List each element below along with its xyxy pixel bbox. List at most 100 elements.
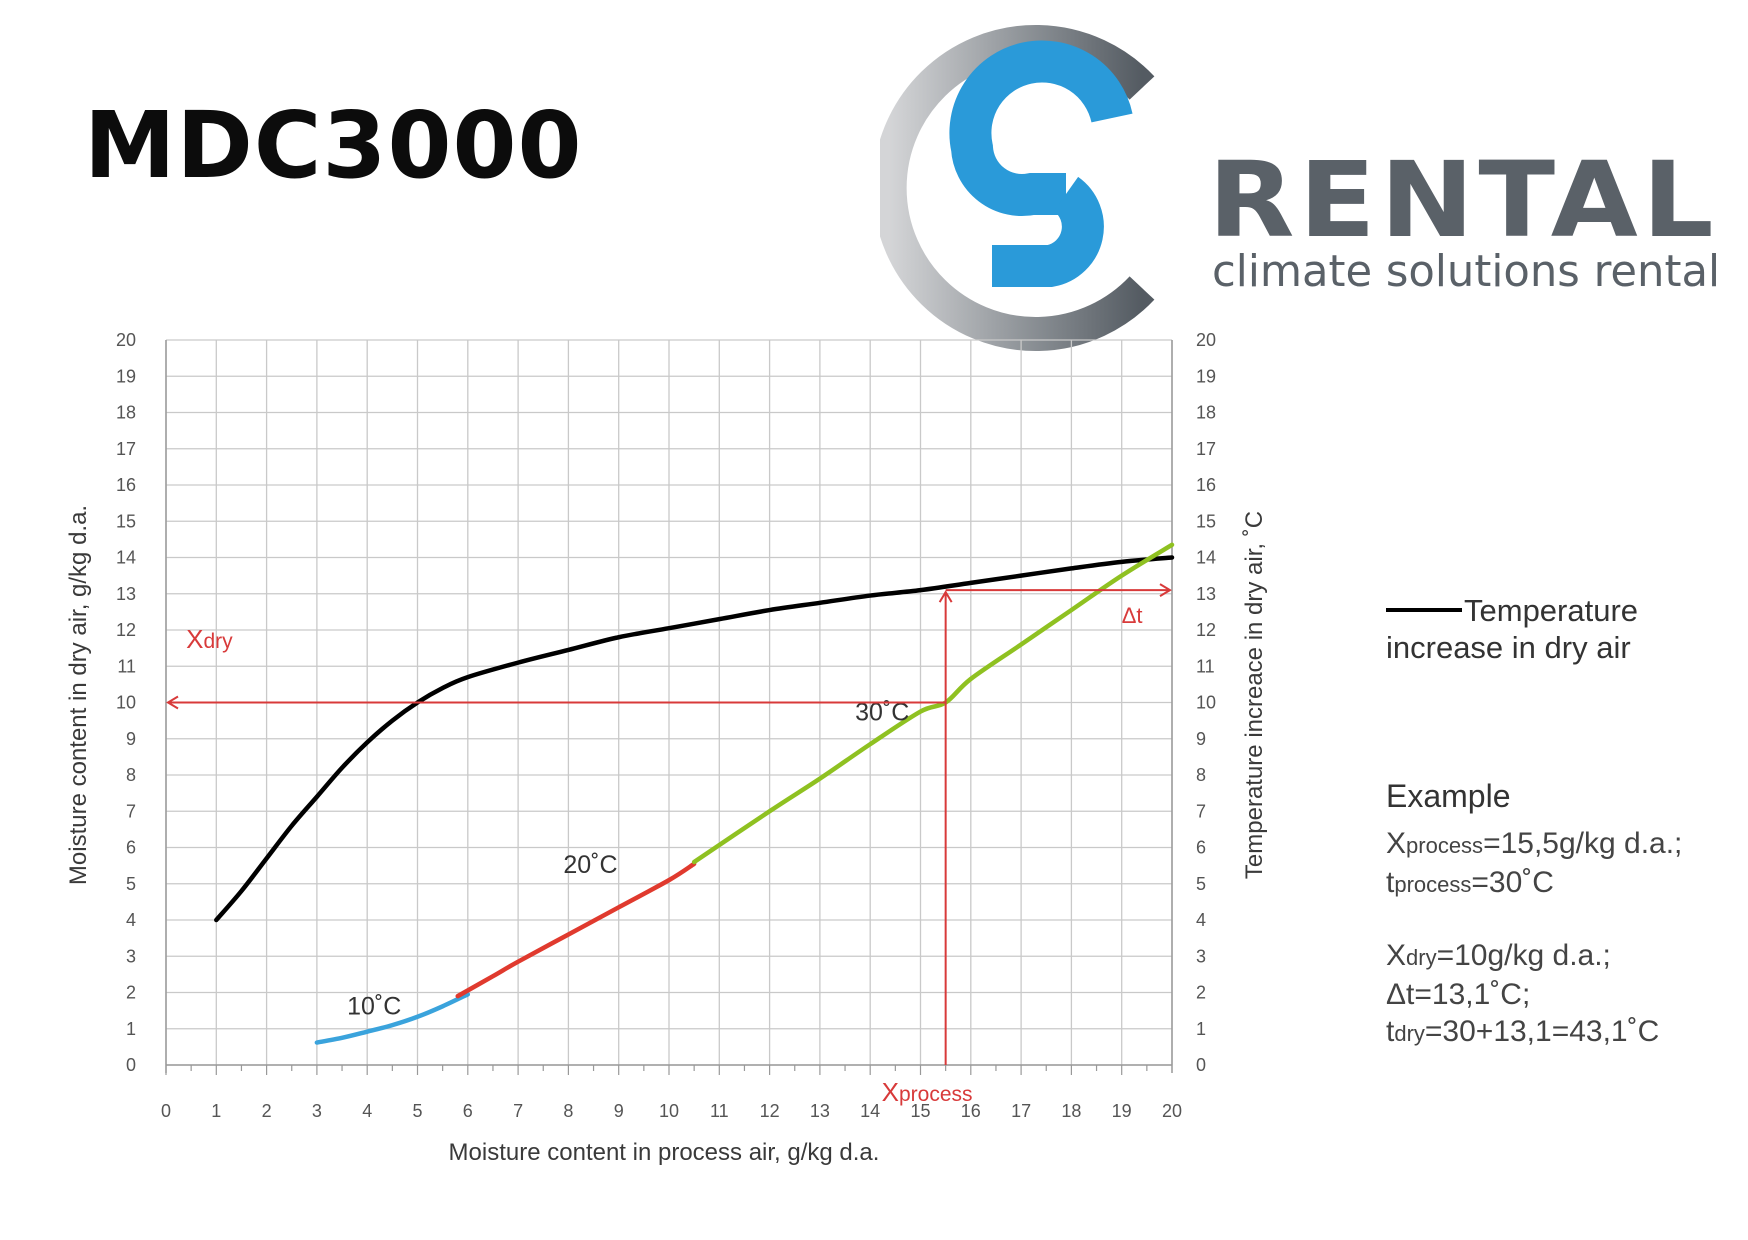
y2-tick-label: 18 [1196,403,1216,423]
y-tick-label: 12 [116,620,136,640]
x-tick-label: 18 [1061,1101,1081,1121]
y2-tick-label: 17 [1196,439,1216,459]
x-tick-label: 19 [1112,1101,1132,1121]
example-subscript: process [1394,872,1472,897]
y-tick-label: 1 [126,1019,136,1039]
logo-tagline-text: climate solutions rental [1212,246,1720,297]
company-logo: RENTAL climate solutions rental [880,25,1720,351]
y-tick-label: 13 [116,584,136,604]
y-axis-title: Moisture content in dry air, g/kg d.a. [65,505,92,885]
logo-s-mark [949,40,1133,287]
y-tick-label: 14 [116,548,136,568]
x-tick-label: 2 [262,1101,272,1121]
y-tick-label: 7 [126,801,136,821]
y2-tick-label: 12 [1196,620,1216,640]
legend-line-swatch [1386,607,1462,612]
y-tick-label: 16 [116,475,136,495]
x-tick-label: 10 [659,1101,679,1121]
example-symbol: X [1386,827,1407,860]
x-tick-label: 7 [513,1101,523,1121]
logo-brand-text: RENTAL [1208,139,1718,261]
y-tick-label: 15 [116,511,136,531]
x-tick-label: 0 [161,1101,171,1121]
example-panel: Example Xprocess=15,5g/kg d.a.; tprocess=… [1386,778,1682,1052]
example-subscript: dry [1406,945,1437,970]
example-value: =15,5g/kg d.a.; [1483,827,1683,860]
x-axis-title: Moisture content in process air, g/kg d.… [449,1139,880,1166]
example-line: tdry=30+13,1=43,1˚C [1386,1013,1682,1052]
example-line: Xdry=10g/kg d.a.; [1386,937,1682,976]
y2-tick-label: 4 [1196,910,1206,930]
y2-tick-label: 6 [1196,838,1206,858]
x-tick-label: 12 [760,1101,780,1121]
series-line-0 [214,555,1175,923]
curve-label-0: 10˚C [347,992,401,1020]
example-heading: Example [1386,778,1511,814]
legend-entry-temperature: Temperature [1386,592,1638,629]
legend-label-line2: increase in dry air [1386,630,1631,665]
x-tick-label: 9 [614,1101,624,1121]
x-tick-label: 15 [910,1101,930,1121]
y-tick-label: 10 [116,693,136,713]
x-tick-label: 13 [810,1101,830,1121]
y-tick-label: 0 [126,1055,136,1075]
y-tick-label: 5 [126,874,136,894]
page-title: MDC3000 [84,92,583,199]
x-tick-label: 16 [961,1101,981,1121]
example-line: tprocess=30˚C [1386,864,1682,903]
y-tick-label: 4 [126,910,136,930]
curve-label-1: 20˚C [563,851,617,879]
example-value: =30˚C [1471,866,1554,899]
chart-legend: Temperature increase in dry air [1386,592,1638,666]
y2-tick-label: 2 [1196,983,1206,1003]
y-tick-label: 18 [116,403,136,423]
x-tick-label: 11 [710,1101,729,1121]
y-tick-label: 17 [116,439,136,459]
x-tick-label: 14 [860,1101,880,1121]
y2-tick-label: 0 [1196,1055,1206,1075]
y2-tick-label: 10 [1196,693,1216,713]
example-gap [1386,903,1682,937]
y2-tick-label: 16 [1196,475,1216,495]
example-symbol: t [1386,1015,1395,1048]
legend-label-line1: Temperature [1464,593,1639,628]
x-tick-label: 6 [463,1101,473,1121]
series [214,542,1175,1045]
x-tick-label: 20 [1162,1101,1182,1121]
example-value: =30+13,1=43,1˚C [1424,1015,1660,1048]
y-tick-label: 2 [126,983,136,1003]
series-line-2 [455,861,697,999]
y2-tick-label: 14 [1196,548,1216,568]
y-tick-label: 9 [126,729,136,749]
series-line-1 [314,992,471,1045]
x-tick-label: 17 [1011,1101,1031,1121]
x-tick-label: 3 [312,1101,322,1121]
example-lines: Xprocess=15,5g/kg d.a.; tprocess=30˚C Xdry… [1386,825,1682,1052]
example-subscript: process [1406,833,1484,858]
y2-tick-label: 19 [1196,366,1216,386]
x-dry-label: Xdry [186,624,233,654]
y2-tick-label: 9 [1196,729,1206,749]
example-value: =10g/kg d.a.; [1436,939,1611,972]
x-tick-label: 4 [362,1101,372,1121]
x-tick-label: 5 [412,1101,422,1121]
x-tick-label: 8 [563,1101,573,1121]
x-process-label: Xprocess [882,1077,973,1107]
y2-tick-label: 7 [1196,801,1206,821]
y2-tick-label: 11 [1196,656,1215,676]
example-line: Δt=13,1˚C; [1386,976,1682,1013]
y-tick-label: 19 [116,366,136,386]
y2-tick-label: 15 [1196,511,1216,531]
y2-axis-title: Temperature increace in dry air, ˚C [1241,511,1268,879]
delta-t-label: Δt [1122,603,1143,628]
y2-tick-label: 3 [1196,946,1206,966]
y2-tick-label: 20 [1196,330,1216,350]
y2-tick-label: 5 [1196,874,1206,894]
x-tick-label: 1 [211,1101,221,1121]
y-tick-label: 6 [126,838,136,858]
y-tick-label: 8 [126,765,136,785]
example-subscript: dry [1394,1021,1425,1046]
y-tick-label: 11 [117,656,136,676]
